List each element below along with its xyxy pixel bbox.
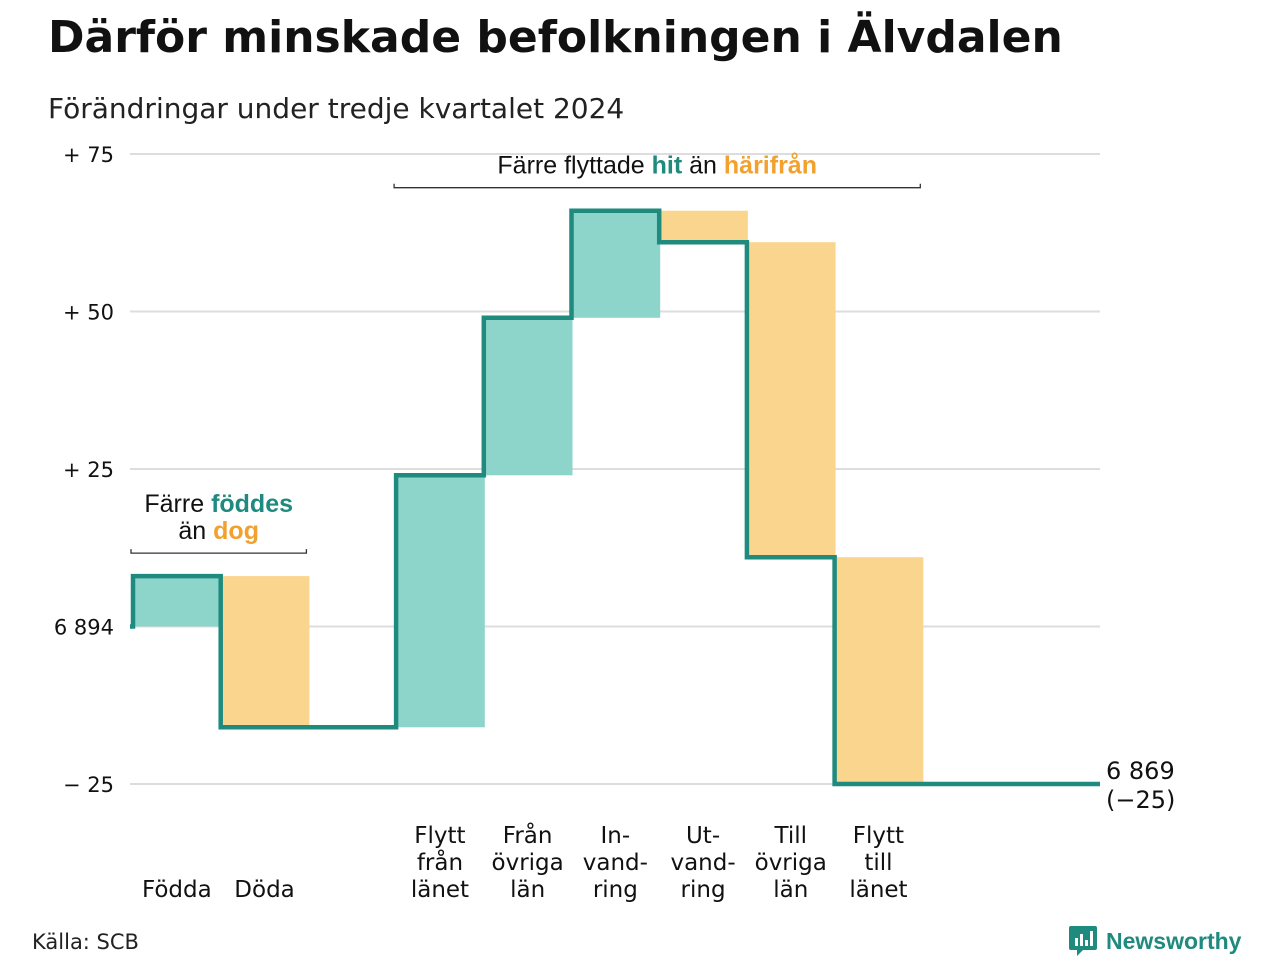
y-tick-label: + 75 — [63, 143, 114, 167]
category-label: Födda — [142, 877, 212, 903]
annotation-span: föddes — [211, 490, 293, 518]
category-label: länet — [411, 877, 469, 903]
y-tick-label: − 25 — [63, 773, 114, 797]
bar-7 — [748, 242, 836, 558]
annotation-text: än dog — [178, 517, 259, 545]
category-label: till — [864, 850, 892, 876]
annotation-bracket — [130, 549, 308, 554]
brand-logo: Newsworthy — [1068, 924, 1241, 958]
bar-8 — [836, 557, 924, 784]
category-label: Till — [773, 823, 807, 849]
bar-6 — [661, 210, 748, 243]
y-tick-label: 6 894 — [54, 616, 114, 640]
category-label: ring — [593, 877, 638, 903]
bar-0 — [135, 576, 222, 627]
category-label: vand- — [583, 850, 648, 876]
category-label: län — [773, 877, 808, 903]
category-label: Flytt — [853, 823, 904, 849]
annotation-span: än — [178, 517, 213, 545]
category-label: övriga — [755, 850, 827, 876]
annotation-text: Färre föddes — [144, 490, 293, 518]
category-label: från — [417, 848, 463, 876]
chart-title: Därför minskade befolkningen i Älvdalen — [48, 12, 1063, 63]
category-label: In- — [601, 823, 631, 849]
category-label: Från — [503, 821, 553, 849]
newsworthy-logo-icon — [1069, 926, 1097, 956]
running-total-line — [130, 208, 1100, 787]
annotation-span: Färre flyttade — [497, 152, 651, 180]
category-label: övriga — [492, 850, 564, 876]
bar-1 — [222, 576, 310, 728]
end-value-labels: 6 869(−25) — [1106, 757, 1175, 814]
annotation-span: hit — [652, 152, 683, 180]
category-label: Döda — [234, 877, 294, 903]
annotation-text: Färre flyttade hit än härifrån — [497, 152, 817, 180]
category-label: Flytt — [414, 823, 465, 849]
y-tick-label: + 50 — [63, 301, 114, 325]
bar-3 — [398, 475, 485, 728]
annotation-span: än — [682, 152, 724, 180]
brand-name: Newsworthy — [1106, 927, 1242, 954]
chart-subtitle: Förändringar under tredje kvartalet 2024 — [48, 92, 625, 125]
bar-4 — [485, 317, 573, 476]
annotation-span: Färre — [144, 490, 211, 518]
y-tick-labels: + 75 + 50 + 25 6 894 − 25 — [54, 143, 114, 797]
source-note: Källa: SCB — [32, 930, 139, 954]
category-label: län — [510, 877, 545, 903]
category-label: länet — [849, 877, 907, 903]
y-tick-label: + 25 — [63, 458, 114, 482]
annotation-span: dog — [213, 517, 259, 545]
end-value-label: 6 869 — [1106, 757, 1175, 785]
category-label: vand- — [670, 850, 735, 876]
running-total-path — [130, 208, 1100, 787]
category-label: ring — [681, 877, 726, 903]
annotation-span: härifrån — [724, 152, 817, 180]
annotation-bracket — [393, 183, 921, 189]
category-labels: Födda DödaFlyttfrånlänetFrånövrigalänIn-v… — [142, 821, 908, 903]
end-change-label: (−25) — [1106, 786, 1175, 814]
bar-5 — [573, 210, 661, 318]
category-label: Ut- — [686, 823, 720, 849]
bars — [135, 210, 924, 784]
